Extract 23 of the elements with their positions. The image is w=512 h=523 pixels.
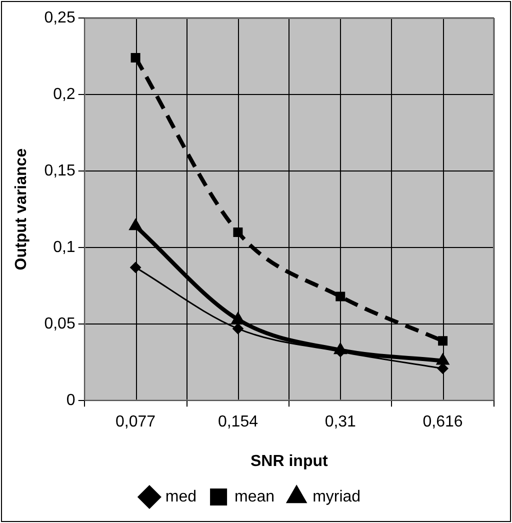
point [334,342,347,354]
legend-label: med [165,488,197,506]
x-tick-label: 0,154 [218,414,258,431]
x-tick-label: 0,077 [116,414,156,431]
y-axis-title: Output variance [13,148,30,270]
point [436,353,450,365]
x-axis-title: SNR input [250,452,328,470]
point [130,262,142,273]
x-tick-label: 0,31 [324,414,356,431]
y-tick-label: 0,1 [53,238,76,256]
point [233,228,243,237]
legend-label: myriad [312,488,361,506]
y-tick-label: 0,15 [44,162,76,180]
y-tick-label: 0,2 [53,86,76,103]
point [336,292,346,302]
y-tick-label: 0,05 [44,315,76,332]
point [130,53,140,63]
point [232,323,244,334]
point [438,336,448,346]
y-tick-label: 0 [66,392,76,410]
x-tick-label: 0,616 [422,414,463,431]
legend-label: mean [234,488,275,506]
y-tick-label: 0,25 [44,9,76,26]
